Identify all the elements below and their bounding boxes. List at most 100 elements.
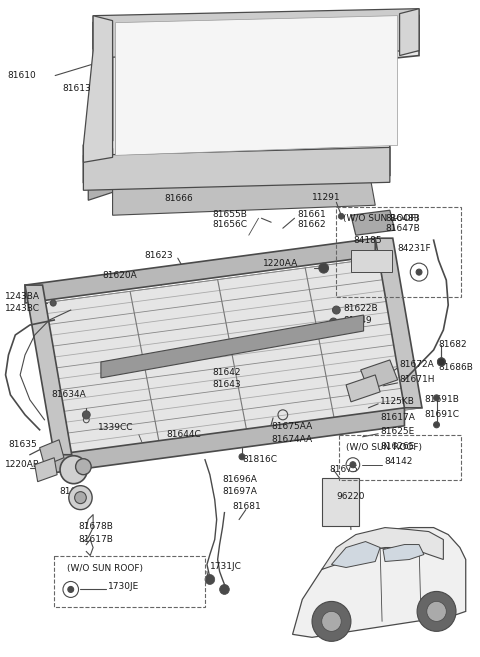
- Text: 81635: 81635: [9, 440, 37, 449]
- Text: 81641: 81641: [142, 355, 170, 365]
- Polygon shape: [346, 375, 380, 402]
- Text: 81686B: 81686B: [439, 363, 473, 373]
- Text: 81631: 81631: [59, 487, 88, 496]
- Circle shape: [433, 395, 440, 401]
- Circle shape: [50, 300, 56, 306]
- Text: 81648B: 81648B: [385, 214, 420, 223]
- Polygon shape: [84, 16, 419, 182]
- Polygon shape: [43, 256, 422, 455]
- Text: 1243BC: 1243BC: [5, 304, 39, 313]
- Text: 81691B: 81691B: [424, 396, 459, 404]
- Polygon shape: [88, 148, 113, 200]
- Text: 81643: 81643: [213, 380, 241, 390]
- Bar: [351, 250, 392, 272]
- Polygon shape: [84, 16, 113, 162]
- Text: 1731JC: 1731JC: [210, 562, 242, 571]
- Text: 1220AB: 1220AB: [5, 460, 39, 469]
- Circle shape: [350, 462, 356, 468]
- Polygon shape: [84, 147, 390, 191]
- Text: 81675: 81675: [330, 465, 358, 474]
- Polygon shape: [40, 440, 64, 466]
- Polygon shape: [93, 9, 419, 58]
- Bar: [339, 435, 461, 480]
- Text: 81661: 81661: [298, 210, 326, 219]
- Circle shape: [416, 269, 422, 275]
- Polygon shape: [322, 528, 444, 570]
- Text: 81622B: 81622B: [343, 304, 378, 313]
- Text: 1243BA: 1243BA: [5, 292, 39, 300]
- Text: 81634A: 81634A: [51, 390, 86, 399]
- Text: 84142: 84142: [384, 457, 412, 466]
- Text: 81682: 81682: [439, 340, 467, 350]
- Polygon shape: [35, 458, 57, 482]
- Polygon shape: [332, 541, 380, 568]
- Text: 11291: 11291: [312, 193, 341, 202]
- Text: 81610: 81610: [8, 71, 36, 80]
- Text: (W/O SUN ROOF): (W/O SUN ROOF): [346, 443, 422, 452]
- Text: 1125KB: 1125KB: [380, 397, 415, 406]
- Circle shape: [338, 214, 344, 219]
- Text: 1730JE: 1730JE: [108, 582, 139, 591]
- Text: 81666: 81666: [164, 194, 193, 203]
- Circle shape: [239, 454, 245, 460]
- Text: 81697A: 81697A: [223, 487, 257, 496]
- Text: 96220: 96220: [336, 492, 365, 501]
- Circle shape: [427, 601, 446, 622]
- Text: 81625E: 81625E: [380, 427, 414, 436]
- Circle shape: [74, 491, 86, 504]
- Circle shape: [322, 612, 341, 631]
- Circle shape: [60, 456, 87, 484]
- Circle shape: [68, 587, 73, 593]
- Text: 81613: 81613: [62, 84, 91, 93]
- Text: 81691C: 81691C: [424, 411, 459, 419]
- Circle shape: [219, 585, 229, 595]
- Polygon shape: [25, 285, 72, 455]
- Text: 81678B: 81678B: [79, 522, 113, 531]
- Polygon shape: [113, 178, 375, 215]
- Polygon shape: [293, 528, 466, 637]
- Text: 81642: 81642: [213, 369, 241, 377]
- Bar: [322, 478, 359, 526]
- Text: 81681: 81681: [232, 502, 261, 511]
- Circle shape: [330, 318, 337, 326]
- Text: 84231F: 84231F: [397, 244, 431, 253]
- Polygon shape: [383, 545, 424, 562]
- Text: 81623: 81623: [144, 251, 173, 260]
- Text: 81647B: 81647B: [385, 224, 420, 233]
- Polygon shape: [360, 360, 397, 390]
- Text: 81656C: 81656C: [213, 219, 248, 229]
- Text: 81675AA: 81675AA: [271, 422, 312, 431]
- Text: 81662: 81662: [298, 219, 326, 229]
- Text: 81621B: 81621B: [349, 244, 384, 253]
- Text: 1339CC: 1339CC: [98, 423, 133, 432]
- Text: 81649: 81649: [343, 315, 372, 325]
- Polygon shape: [116, 27, 388, 168]
- Circle shape: [438, 358, 445, 366]
- Text: (W/O SUN ROOF): (W/O SUN ROOF): [343, 214, 419, 223]
- Text: 1220AA: 1220AA: [264, 259, 299, 267]
- Text: 81617B: 81617B: [79, 535, 113, 544]
- Text: 81617A: 81617A: [380, 413, 415, 422]
- Polygon shape: [101, 315, 363, 378]
- Circle shape: [438, 358, 445, 366]
- Text: 84185: 84185: [353, 236, 382, 244]
- Text: 81655B: 81655B: [213, 210, 248, 219]
- Circle shape: [433, 422, 440, 428]
- Polygon shape: [116, 16, 397, 155]
- Circle shape: [76, 459, 91, 475]
- Circle shape: [333, 306, 340, 314]
- Text: 81696A: 81696A: [223, 475, 257, 484]
- Text: (W/O SUN ROOF): (W/O SUN ROOF): [67, 564, 143, 573]
- Circle shape: [69, 486, 92, 510]
- Bar: [54, 556, 205, 608]
- Text: 81674AA: 81674AA: [271, 436, 312, 444]
- Circle shape: [83, 411, 90, 419]
- Text: 81620A: 81620A: [103, 271, 138, 280]
- Circle shape: [48, 464, 55, 472]
- Polygon shape: [399, 9, 419, 56]
- Text: 81672A: 81672A: [399, 361, 434, 369]
- Circle shape: [319, 263, 328, 273]
- Text: 81644C: 81644C: [166, 430, 201, 440]
- Polygon shape: [351, 210, 395, 235]
- Polygon shape: [54, 408, 405, 472]
